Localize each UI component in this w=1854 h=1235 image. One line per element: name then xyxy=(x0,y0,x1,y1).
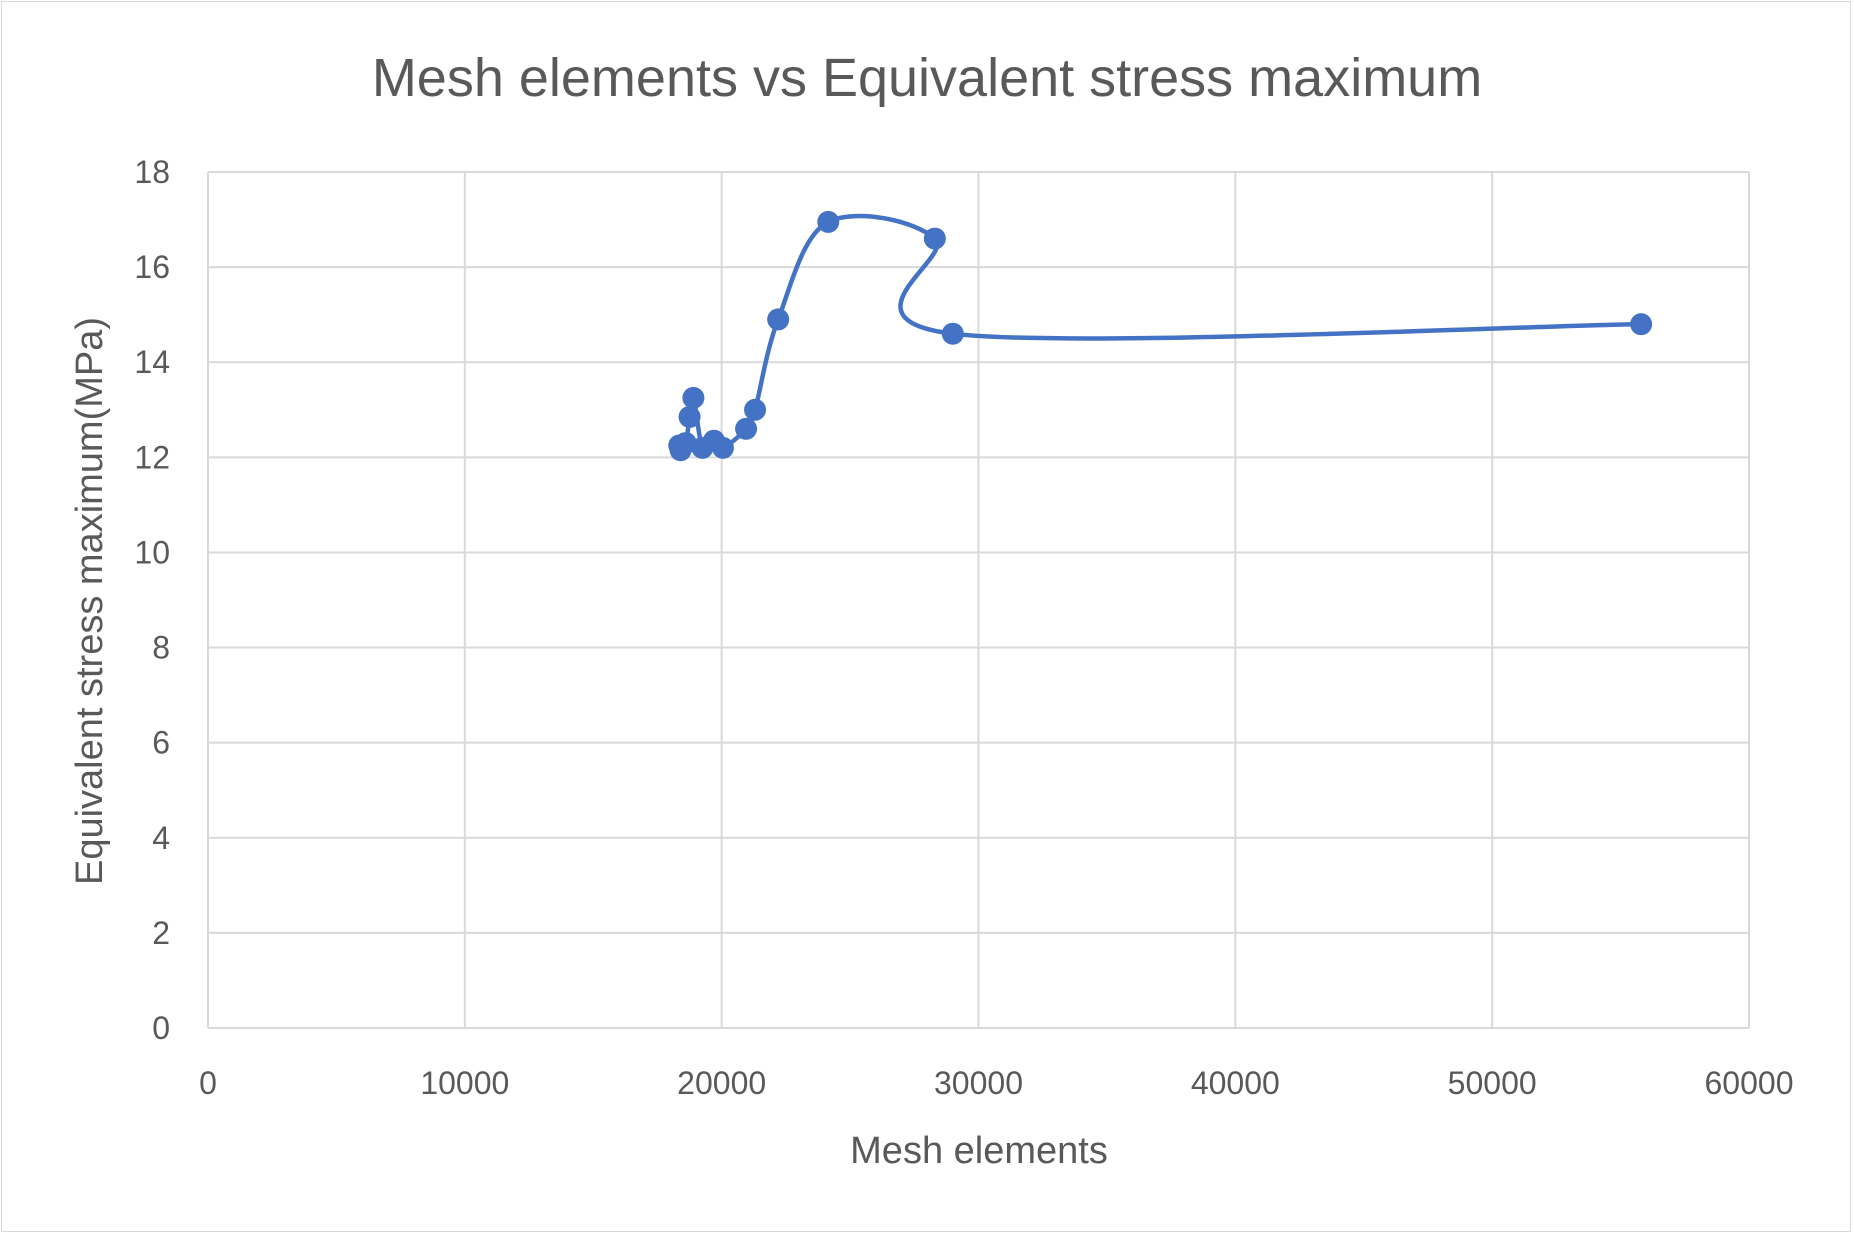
x-gridlines xyxy=(207,172,1750,1028)
chart-title: Mesh elements vs Equivalent stress maxim… xyxy=(372,48,1482,108)
data-point-12 xyxy=(923,227,946,250)
y-tick-label-18: 18 xyxy=(134,154,170,190)
data-point-3 xyxy=(678,405,701,428)
y-tick-labels: 0 2 4 6 8 10 12 14 16 18 xyxy=(134,154,170,1046)
y-tick-label-2: 2 xyxy=(152,915,170,951)
series-line xyxy=(676,213,1644,453)
y-tick-label-6: 6 xyxy=(152,725,170,761)
y-tick-label-4: 4 xyxy=(152,820,170,856)
data-point-9 xyxy=(744,398,767,421)
y-tick-label-12: 12 xyxy=(134,439,170,475)
data-points xyxy=(668,210,1653,462)
x-axis-label: Mesh elements xyxy=(850,1130,1108,1172)
x-tick-label-0: 0 xyxy=(199,1065,217,1101)
x-tick-label-40000: 40000 xyxy=(1191,1065,1280,1101)
x-tick-label-20000: 20000 xyxy=(677,1065,766,1101)
data-point-10 xyxy=(767,308,790,331)
y-tick-label-10: 10 xyxy=(134,534,170,570)
y-axis-label: Equivalent stress maximum(MPa) xyxy=(69,317,111,885)
data-point-7 xyxy=(711,436,734,459)
data-point-13 xyxy=(941,322,964,345)
y-tick-label-14: 14 xyxy=(134,344,170,380)
y-tick-label-8: 8 xyxy=(152,630,170,666)
x-tick-label-50000: 50000 xyxy=(1448,1065,1537,1101)
x-tick-label-60000: 60000 xyxy=(1705,1065,1794,1101)
data-point-2 xyxy=(674,432,697,455)
x-tick-labels: 0 10000 20000 30000 40000 50000 60000 xyxy=(199,1065,1793,1101)
data-point-8 xyxy=(735,417,758,440)
y-tick-label-0: 0 xyxy=(152,1010,170,1046)
x-tick-label-30000: 30000 xyxy=(934,1065,1023,1101)
data-point-4 xyxy=(682,386,705,409)
x-tick-label-10000: 10000 xyxy=(420,1065,509,1101)
y-tick-label-16: 16 xyxy=(134,249,170,285)
data-point-11 xyxy=(817,210,840,233)
data-point-14 xyxy=(1630,313,1653,336)
